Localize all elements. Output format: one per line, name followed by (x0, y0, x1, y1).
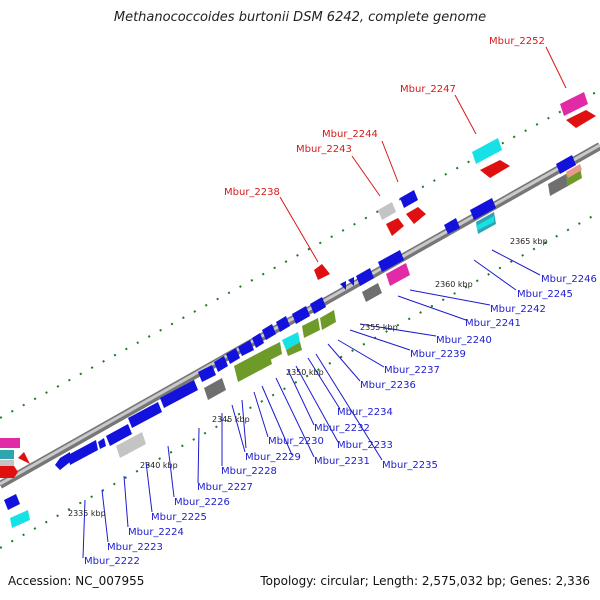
kbp-label-2360: 2360 kbp (435, 280, 473, 289)
gene-label[interactable]: Mbur_2243 (296, 144, 352, 155)
leader-lines (82, 249, 541, 559)
gene-label[interactable]: Mbur_2245 (517, 289, 573, 300)
kbp-label-2355: 2355 kbp (360, 323, 398, 332)
gene-labels-bottom: Mbur_2222 Mbur_2223 Mbur_2224 Mbur_2225 … (84, 274, 597, 567)
kbp-label-2340: 2340 kbp (140, 461, 178, 470)
gene-label[interactable]: Mbur_2242 (490, 304, 546, 315)
gene-label[interactable]: Mbur_2239 (410, 349, 466, 360)
gene-label[interactable]: Mbur_2237 (384, 365, 440, 376)
kbp-label-2365: 2365 kbp (510, 237, 548, 246)
gene-label[interactable]: Mbur_2234 (337, 407, 393, 418)
gene-label[interactable]: Mbur_2223 (107, 542, 163, 553)
gene-label[interactable]: Mbur_2232 (314, 423, 370, 434)
gene-labels-top: Mbur_2238 Mbur_2243 Mbur_2244 Mbur_2247 … (224, 36, 545, 198)
gene-label[interactable]: Mbur_2231 (314, 456, 370, 467)
genome-summary: Topology: circular; Length: 2,575,032 bp… (260, 574, 590, 588)
gene-label[interactable]: Mbur_2230 (268, 436, 324, 447)
gene-features (0, 92, 596, 528)
kbp-label-2335: 2335 kbp (68, 509, 106, 518)
gene-label[interactable]: Mbur_2241 (465, 318, 521, 329)
gene-label[interactable]: Mbur_2233 (337, 440, 393, 451)
gene-label[interactable]: Mbur_2246 (541, 274, 597, 285)
kbp-labels: 2335 kbp 2340 kbp 2345 kbp 2350 kbp 2355… (68, 237, 548, 518)
gene-label[interactable]: Mbur_2247 (400, 84, 456, 95)
kbp-label-2350: 2350 kbp (286, 368, 324, 377)
gene-label[interactable]: Mbur_2225 (151, 512, 207, 523)
inner-tick-track (0, 211, 600, 549)
leader-lines-red (279, 46, 567, 263)
gene-label[interactable]: Mbur_2240 (436, 335, 492, 346)
gene-label[interactable]: Mbur_2229 (245, 452, 301, 463)
gene-label[interactable]: Mbur_2222 (84, 556, 140, 567)
gene-label[interactable]: Mbur_2252 (489, 36, 545, 47)
kbp-label-2345: 2345 kbp (212, 415, 250, 424)
gene-label[interactable]: Mbur_2224 (128, 527, 184, 538)
gene-label[interactable]: Mbur_2227 (197, 482, 253, 493)
gene-label[interactable]: Mbur_2226 (174, 497, 230, 508)
accession-text: Accession: NC_007955 (8, 574, 145, 588)
map-title: Methanococcoides burtonii DSM 6242, comp… (113, 10, 487, 25)
gene-label[interactable]: Mbur_2228 (221, 466, 277, 477)
gene-label[interactable]: Mbur_2236 (360, 380, 416, 391)
gene-label[interactable]: Mbur_2235 (382, 460, 438, 471)
gene-label[interactable]: Mbur_2238 (224, 187, 280, 198)
gene-label[interactable]: Mbur_2244 (322, 129, 378, 140)
